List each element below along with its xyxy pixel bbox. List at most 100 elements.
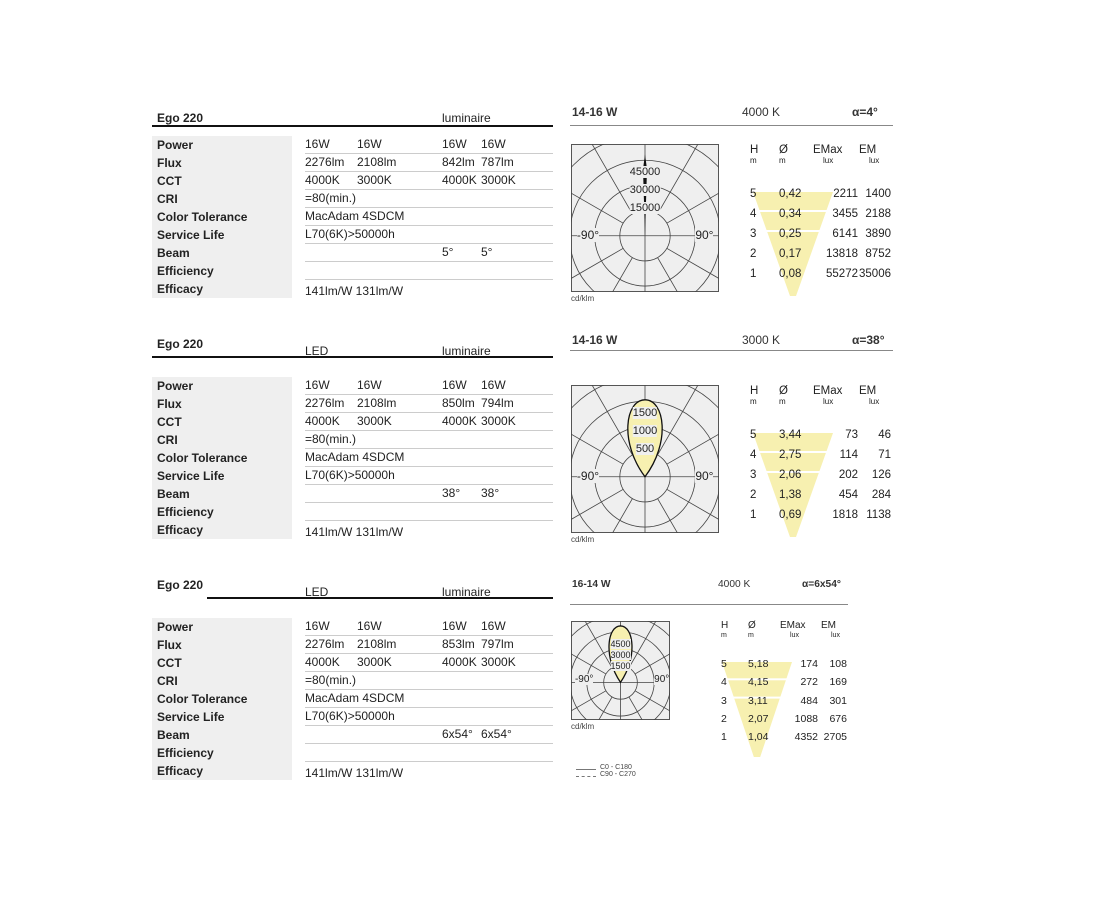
spec-label: Efficacy: [152, 521, 292, 539]
row-divider: [305, 520, 553, 521]
spec-value: 850lm: [442, 396, 475, 410]
column-header: EM: [859, 385, 877, 397]
photo-cct: 3000 K: [742, 333, 781, 347]
spec-label: Efficiency: [152, 744, 292, 762]
photo-cell: 301: [829, 694, 847, 707]
row-divider: [305, 430, 553, 431]
spec-label: Power: [152, 377, 292, 395]
spec-value: 6x54°: [481, 727, 512, 741]
spec-label: CCT: [152, 172, 292, 190]
spec-value: 3000K: [357, 173, 392, 187]
unit-label: cd/klm: [571, 294, 595, 303]
row-divider: [305, 502, 553, 503]
row-divider: [305, 653, 553, 654]
spec-value: 16W: [357, 378, 382, 392]
photo-cell: 3,44: [779, 429, 802, 441]
photo-cell: 0,25: [779, 228, 802, 240]
spec-value: 16W: [442, 137, 467, 151]
spec-label: Service Life: [152, 467, 292, 485]
spec-label: Beam: [152, 726, 292, 744]
photo-cell: 676: [829, 712, 847, 725]
photo-cell: 126: [871, 469, 891, 481]
spec-value: L70(6K)>50000h: [305, 709, 395, 723]
angle-right-label: 90°: [695, 227, 714, 242]
row-divider: [305, 279, 553, 280]
spec-value: 3000K: [481, 655, 516, 669]
photo-cell: 4: [750, 449, 757, 461]
photo-cell: 8752: [865, 248, 891, 260]
photo-power: 14-16 W: [572, 105, 618, 119]
spec-value: 4000K: [442, 414, 477, 428]
ring-label: 3000: [610, 649, 631, 660]
spec-label: Color Tolerance: [152, 208, 292, 226]
spec-value: 6x54°: [442, 727, 473, 741]
section-title: Ego 220: [157, 578, 204, 592]
photo-cell: 484: [800, 694, 818, 707]
photo-angle: α=38°: [852, 333, 885, 347]
legend-label: C90 - C270: [600, 771, 636, 778]
photo-rule: [570, 350, 893, 351]
angle-right-label: 90°: [695, 468, 714, 483]
column-header: H: [750, 385, 759, 397]
spec-value: MacAdam 4SDCM: [305, 450, 405, 464]
photo-rule: [570, 125, 893, 126]
photo-cell: 3455: [832, 208, 858, 220]
angle-left-label: -90°: [576, 468, 600, 483]
photo-cell: 3,11: [748, 694, 768, 707]
spec-value: L70(6K)>50000h: [305, 227, 395, 241]
spec-value: 4000K: [442, 173, 477, 187]
column-header: EM: [821, 620, 836, 631]
column-unit: lux: [823, 156, 834, 165]
photo-cell: 6141: [832, 228, 858, 240]
spec-value: 16W: [481, 619, 506, 633]
spec-value: 2108lm: [357, 155, 397, 169]
spec-label: Flux: [152, 395, 292, 413]
photo-cell: 5: [750, 429, 757, 441]
photo-cell: 71: [878, 449, 891, 461]
photo-cell: 13818: [826, 248, 858, 260]
column-unit: m: [750, 156, 757, 165]
row-divider: [305, 243, 553, 244]
section-rule: [152, 125, 553, 127]
spec-value: 141lm/W 131lm/W: [305, 284, 404, 298]
column-unit: m: [750, 397, 757, 406]
photo-rule: [570, 604, 848, 605]
spec-value: 842lm: [442, 155, 475, 169]
photo-cell: 0,08: [779, 268, 802, 280]
spec-value: =80(min.): [305, 673, 357, 687]
column-header: EMax: [813, 144, 843, 156]
spec-value: 4000K: [305, 655, 340, 669]
photo-cell: 73: [845, 429, 858, 441]
photo-cell: 169: [829, 676, 847, 689]
photo-cell: 1: [750, 268, 757, 280]
row-divider: [305, 189, 553, 190]
spec-label: Efficiency: [152, 503, 292, 521]
photo-cell: 5: [750, 188, 757, 200]
photo-cct: 4000 K: [718, 579, 751, 590]
photo-cell: 1: [721, 731, 727, 744]
spec-label: Beam: [152, 485, 292, 503]
spec-label: Color Tolerance: [152, 690, 292, 708]
photo-cell: 4: [750, 208, 757, 220]
photo-cell: 114: [839, 449, 858, 461]
spec-label: Color Tolerance: [152, 449, 292, 467]
spec-value: 797lm: [481, 637, 514, 651]
photo-cell: 0,69: [779, 509, 802, 521]
photo-cell: 1,38: [779, 489, 802, 501]
spec-value: 16W: [481, 137, 506, 151]
section-title: Ego 220: [157, 111, 204, 125]
row-divider: [305, 743, 553, 744]
legend-line: [576, 769, 596, 770]
column-header: H: [750, 144, 759, 156]
spec-value: 16W: [305, 378, 330, 392]
row-divider: [305, 394, 553, 395]
column-header: Ø: [779, 144, 788, 156]
spec-value: 4000K: [305, 173, 340, 187]
led-label: LED: [305, 344, 329, 358]
spec-label: CCT: [152, 654, 292, 672]
row-divider: [305, 153, 553, 154]
row-divider: [305, 466, 553, 467]
spec-value: 2108lm: [357, 396, 397, 410]
photo-cell: 2,07: [748, 712, 769, 725]
luminaire-label: luminaire: [442, 111, 491, 125]
